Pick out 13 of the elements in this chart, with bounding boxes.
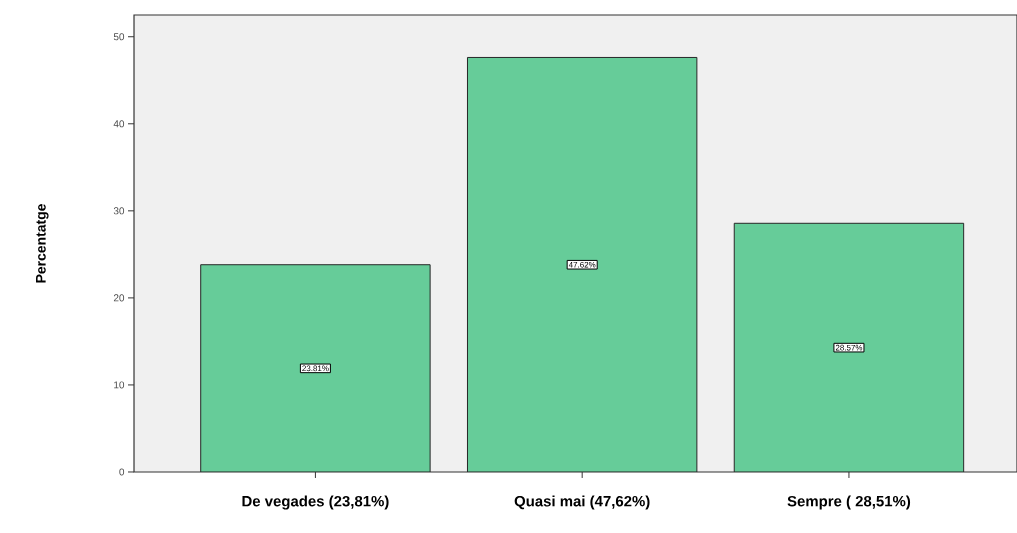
y-tick-label: 50: [113, 33, 125, 41]
y-tick-label: 20: [113, 294, 125, 302]
y-tick-label: 10: [114, 381, 125, 389]
y-axis-title: Percentatge: [36, 204, 49, 283]
y-tick-label: 0: [119, 468, 125, 476]
y-tick-label: 40: [113, 120, 125, 128]
x-tick-label: Quasi mai (47,62%): [514, 495, 650, 510]
y-tick-label: 30: [113, 207, 125, 215]
bar: [733, 222, 965, 472]
bar: [200, 264, 431, 472]
x-tick-label: Sempre ( 28,51%): [787, 495, 911, 510]
x-tick-label: De vegades (23,81%): [242, 495, 389, 510]
bar: [467, 57, 697, 472]
